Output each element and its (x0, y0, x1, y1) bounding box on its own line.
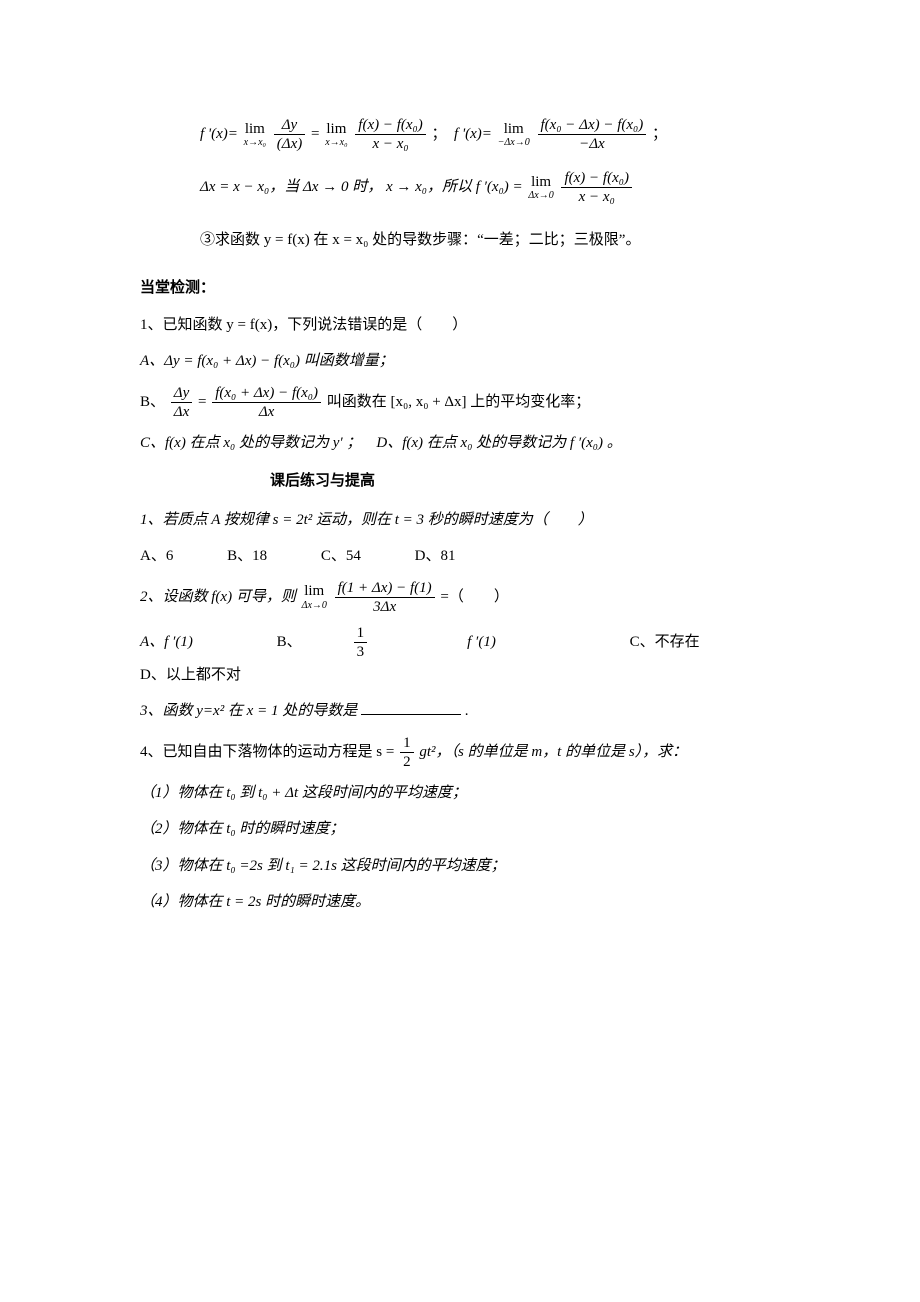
lhs-1: f '(x)= (200, 126, 238, 142)
frac-b1: Δy Δx (171, 384, 192, 421)
p1-opt-d: D、81 (415, 542, 456, 571)
p4-sub3: （3）物体在 t₀ =2s 到 t₁ = 2.1s 这段时间内的平均速度； (140, 852, 780, 881)
lim-p2: lim Δx→0 (302, 583, 327, 611)
p4-sub4: （4）物体在 t = 2s 时的瞬时速度。 (140, 888, 780, 917)
eq-1: = (311, 126, 319, 142)
p2-opt-d: D、以上都不对 (140, 661, 241, 690)
p4-sub2: （2）物体在 t₀ 时的瞬时速度； (140, 815, 780, 844)
line2-pre: Δx = x − x₀，当 Δx → 0 时， x → x₀，所以 f ′(x₀… (200, 179, 523, 195)
p4-stem: 4、已知自由下落物体的运动方程是 s = 12 gt²，（s 的单位是 m，t … (140, 734, 780, 771)
p1-stem: 1、若质点 A 按规律 s = 2t² 运动，则在 t = 3 秒的瞬时速度为（… (140, 506, 780, 535)
sep-1: ； (432, 126, 447, 142)
p1-opt-b: B、18 (227, 542, 267, 571)
blank-fill (361, 699, 461, 715)
frac-3: f(x₀ − Δx) − f(x₀) −Δx (538, 116, 647, 153)
q1-opt-a: A、Δy = f(x₀ + Δx) − f(x₀) 叫函数增量； (140, 347, 780, 376)
section-title-practice: 课后练习与提高 (140, 467, 780, 496)
p1-opt-c: C、54 (321, 542, 361, 571)
end-1: ； (652, 126, 667, 142)
p1-options: A、6 B、18 C、54 D、81 (140, 542, 780, 571)
q1-opt-b: B、 Δy Δx = f(x₀ + Δx) − f(x₀) Δx 叫函数在 [x… (140, 384, 780, 421)
lim-4: lim Δx→0 (528, 174, 553, 202)
section-title-check: 当堂检测： (140, 274, 780, 303)
formula-line-1: f '(x)= lim x→x₀ Δy (Δx) = lim x→x₀ f(x)… (140, 116, 780, 153)
frac-b2: f(x₀ + Δx) − f(x₀) Δx (212, 384, 321, 421)
frac-4: f(x) − f(x₀) x − x₀ (561, 169, 631, 206)
lim-2: lim x→x₀ (325, 121, 347, 149)
p2-stem: 2、设函数 f(x) 可导，则 lim Δx→0 f(1 + Δx) − f(1… (140, 579, 780, 616)
lhs-2: f '(x)= (454, 126, 492, 142)
p2-opt-c: C、不存在 (630, 628, 700, 657)
p2-opt-b: B、13 f ′(1) (277, 624, 546, 661)
p1-opt-a: A、6 (140, 542, 173, 571)
q1-stem: 1、已知函数 y = f(x)，下列说法错误的是（ ） (140, 311, 780, 340)
frac-1: Δy (Δx) (274, 116, 305, 153)
formula-line-2: Δx = x − x₀，当 Δx → 0 时， x → x₀，所以 f ′(x₀… (140, 169, 780, 206)
q1-opt-cd: C、f(x) 在点 x₀ 处的导数记为 y′ ； D、f(x) 在点 x₀ 处的… (140, 429, 780, 458)
q1-opt-d: D、f(x) 在点 x₀ 处的导数记为 f ′(x₀) 。 (376, 435, 621, 451)
frac-p2: f(1 + Δx) − f(1) 3Δx (335, 579, 435, 616)
lim-1: lim x→x₀ (244, 121, 266, 149)
q1-opt-c: C、f(x) 在点 x₀ 处的导数记为 y′ ； (140, 435, 361, 451)
formula-line-3: ③求函数 y = f(x) 在 x = x₀ 处的导数步骤：“一差；二比；三极限… (140, 222, 780, 258)
p2-opt-a: A、f ′(1) (140, 628, 193, 657)
p4-sub1: （1）物体在 t₀ 到 t₀ + Δt 这段时间内的平均速度； (140, 779, 780, 808)
p3: 3、函数 y=x² 在 x = 1 处的导数是 . (140, 697, 780, 726)
lim-3: lim −Δx→0 (498, 121, 530, 149)
p2-options: A、f ′(1) B、13 f ′(1) C、不存在 D、以上都不对 (140, 624, 780, 690)
frac-2: f(x) − f(x₀) x − x₀ (355, 116, 425, 153)
